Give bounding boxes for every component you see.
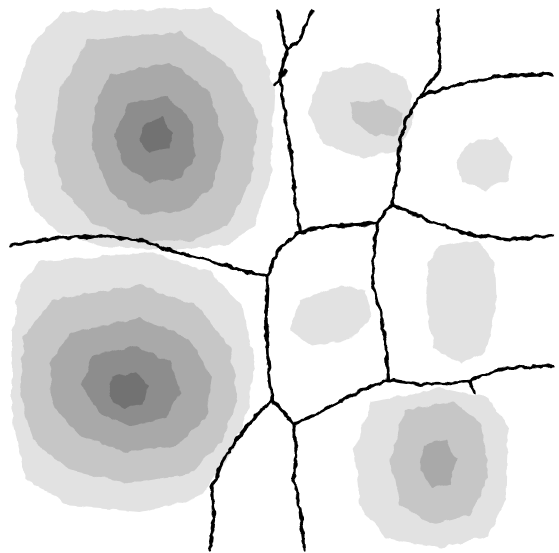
boundary-top-right-horizontal: [418, 72, 554, 98]
region-top-right: [456, 138, 512, 190]
boundary-right-horizontal: [390, 203, 554, 242]
boundary-center-right: [370, 220, 390, 382]
contour-level-1: [426, 240, 496, 364]
boundary-left-horizontal: [8, 234, 270, 278]
region-top-left: [15, 8, 275, 250]
region-bottom-right: [354, 388, 508, 548]
boundary-center-bottom: [292, 378, 390, 426]
region-top-center: [308, 62, 414, 158]
cell-boundaries: [8, 8, 554, 552]
contour-level-1: [456, 138, 512, 190]
boundary-lower-right-drip: [468, 378, 476, 394]
contour-level-5: [108, 372, 148, 408]
contour-level-1: [290, 286, 372, 346]
contour-level-5: [138, 118, 172, 152]
boundary-lower-center-vertical: [292, 422, 306, 552]
boundary-upper-branch-left: [273, 68, 288, 87]
boundary-lower-right-horizontal: [386, 364, 554, 386]
region-middle-right: [426, 240, 496, 364]
boundary-center-top: [266, 220, 380, 278]
boundary-center-left: [264, 274, 274, 402]
boundary-top-right-vertical: [376, 8, 442, 224]
contour-level-2: [350, 100, 404, 136]
boundary-lower-left-diagonal: [208, 398, 274, 552]
region-bottom-left: [12, 252, 255, 512]
region-middle-center: [290, 286, 372, 346]
boundary-upper-branch: [284, 8, 314, 52]
boundary-center-joint: [270, 398, 296, 426]
contour-level-3: [420, 440, 456, 488]
